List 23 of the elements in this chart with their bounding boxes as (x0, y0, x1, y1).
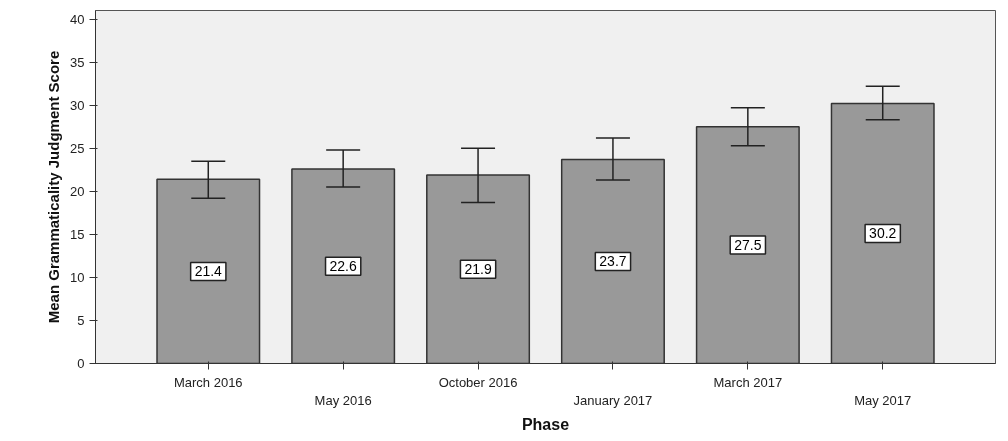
y-axis-title: Mean Grammaticality Judgment Score (45, 50, 63, 324)
y-tick-label: 5 (77, 312, 85, 328)
x-tick-label: October 2016 (438, 374, 518, 390)
y-tick-label: 30 (70, 97, 85, 113)
x-tick-label: March 2017 (713, 374, 783, 390)
x-tick-label: March 2016 (173, 374, 243, 390)
y-tick-label: 25 (70, 140, 85, 156)
y-tick-label: 15 (70, 226, 85, 242)
y-tick-label: 0 (77, 356, 85, 371)
data-label: 21.4 (194, 263, 223, 280)
data-label: 22.6 (329, 258, 357, 275)
x-tick-label: May 2016 (314, 392, 372, 408)
y-tick-label: 20 (70, 183, 85, 199)
x-tick-label: May 2017 (854, 392, 912, 408)
data-label: 27.5 (734, 237, 762, 254)
x-tick-label: January 2017 (573, 392, 653, 408)
y-tick-label: 10 (70, 269, 85, 285)
y-tick-label: 35 (70, 54, 85, 70)
data-label: 23.7 (599, 253, 627, 270)
y-tick-label: 40 (70, 11, 85, 27)
x-axis-title: Phase (521, 415, 570, 433)
data-label: 21.9 (464, 261, 492, 278)
data-label: 30.2 (869, 225, 897, 242)
